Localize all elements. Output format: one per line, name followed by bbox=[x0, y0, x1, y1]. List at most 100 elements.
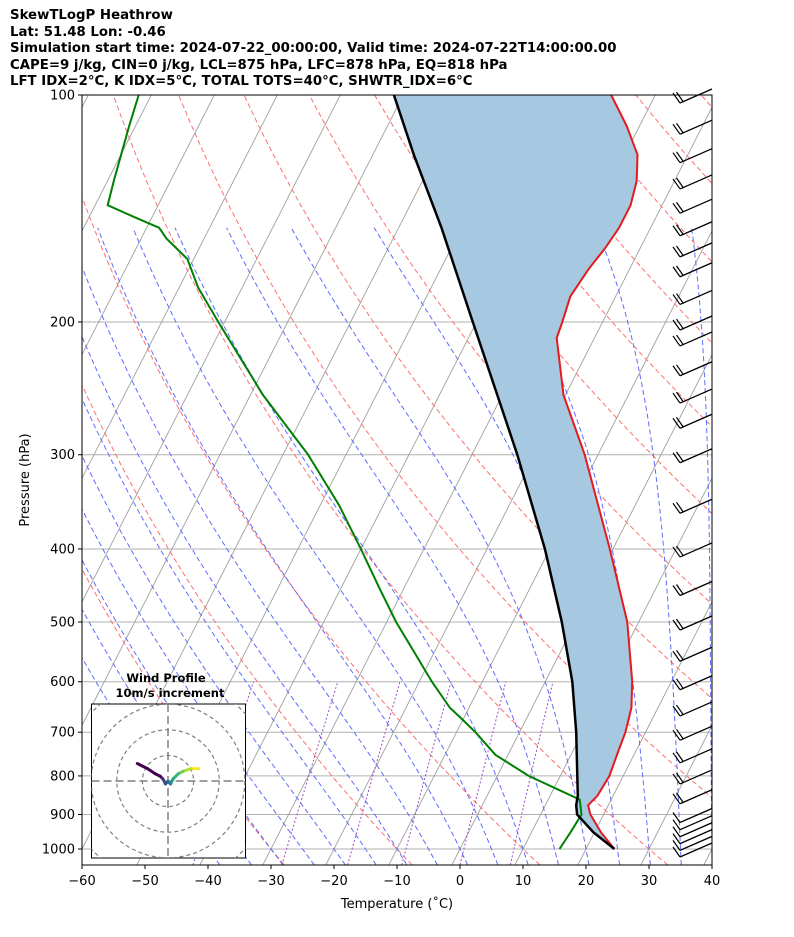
wind-barb bbox=[672, 221, 713, 237]
isotherm bbox=[577, 600, 712, 865]
wind-barb-flag bbox=[676, 545, 684, 557]
moist-adiabat bbox=[82, 265, 438, 865]
wind-barb-staff bbox=[679, 829, 713, 845]
wind-barb bbox=[672, 498, 713, 514]
wind-barb-flag bbox=[672, 365, 681, 377]
wind-barb-flag bbox=[672, 840, 681, 851]
stability-indices-2: LFT IDX=2°C, K IDX=5°C, TOTAL TOTS=40°C,… bbox=[10, 74, 473, 90]
isotherm bbox=[82, 95, 341, 603]
wind-barb-staff bbox=[679, 148, 713, 164]
wind-barb bbox=[672, 262, 713, 278]
wind-barb-flag bbox=[676, 618, 684, 630]
wind-barbs bbox=[672, 88, 713, 858]
dry-adiabat bbox=[439, 95, 712, 428]
y-tick-label: 200 bbox=[50, 315, 75, 330]
wind-barb-flag bbox=[676, 334, 684, 346]
wind-barb-flag bbox=[672, 502, 681, 514]
wind-barb bbox=[672, 829, 713, 845]
x-tick-label: 30 bbox=[641, 874, 658, 889]
wind-barb-staff bbox=[679, 331, 713, 347]
wind-barb-flag bbox=[672, 619, 681, 631]
wind-barb bbox=[672, 701, 713, 717]
x-tick-label: −10 bbox=[383, 874, 410, 889]
y-axis-label: Pressure (hPa) bbox=[18, 433, 33, 526]
wind-barb-staff bbox=[679, 198, 713, 214]
wind-barb-staff bbox=[679, 615, 713, 631]
wind-barb-staff bbox=[679, 815, 713, 831]
wind-barb-flag bbox=[676, 224, 684, 236]
wind-barb-flag bbox=[676, 151, 684, 163]
x-tick-label: −40 bbox=[194, 874, 221, 889]
wind-barb-flag bbox=[672, 294, 681, 305]
wind-barb-flag bbox=[676, 772, 684, 784]
axes: −60 −50 −40 −30 −20 −10 0 10 20 30 40 100 200 300 400 5… bbox=[42, 89, 720, 890]
moist-adiabat bbox=[132, 227, 499, 865]
wind-barb-flag bbox=[672, 833, 681, 844]
isotherm bbox=[325, 106, 712, 865]
wind-barb-staff bbox=[679, 542, 713, 558]
wind-barb-flag bbox=[672, 585, 681, 596]
mixing-ratio-line bbox=[509, 681, 554, 865]
wind-barb-staff bbox=[679, 388, 713, 404]
wind-barb-staff bbox=[679, 413, 713, 429]
moist-adiabat bbox=[97, 227, 469, 865]
wind-barb-flag bbox=[676, 417, 684, 428]
dry-adiabat bbox=[374, 95, 712, 515]
wind-barb bbox=[672, 615, 713, 631]
y-tick-label: 400 bbox=[50, 542, 75, 557]
isotherm bbox=[82, 95, 89, 109]
wind-barb-flag bbox=[672, 335, 681, 347]
wind-barb bbox=[672, 289, 713, 306]
y-tick-label: 600 bbox=[50, 675, 75, 690]
wind-barb-flag bbox=[672, 752, 681, 764]
wind-barb-staff bbox=[679, 315, 713, 331]
hodograph-ring bbox=[91, 704, 246, 858]
chart-header: SkewTLogP Heathrow Lat: 51.48 Lon: -0.46… bbox=[10, 8, 617, 91]
isotherm bbox=[82, 95, 278, 480]
wind-barb-flag bbox=[672, 819, 681, 831]
wind-barb-staff bbox=[679, 675, 713, 691]
wind-barb-flag bbox=[676, 265, 684, 277]
wind-barb-flag bbox=[672, 319, 681, 331]
wind-barb bbox=[672, 822, 713, 838]
dry-adiabat bbox=[112, 95, 668, 865]
wind-barb-staff bbox=[679, 725, 713, 741]
wind-barb bbox=[672, 174, 713, 190]
wind-barb bbox=[672, 835, 713, 851]
station-coordinates: Lat: 51.48 Lon: -0.46 bbox=[10, 24, 166, 40]
wind-barb-flag bbox=[672, 650, 681, 662]
wind-barb-flag bbox=[676, 364, 684, 376]
mixing-ratio-line bbox=[459, 681, 507, 865]
wind-barb-staff bbox=[679, 498, 713, 514]
x-axis-label: Temperature (˚C) bbox=[340, 896, 453, 912]
wind-barb-staff bbox=[679, 842, 713, 858]
moist-adiabat bbox=[82, 508, 315, 865]
wind-barb bbox=[672, 807, 713, 824]
dry-adiabat bbox=[700, 95, 712, 109]
y-tick-label: 100 bbox=[50, 89, 75, 104]
wind-barb-flag bbox=[676, 122, 684, 134]
wind-barb-flag bbox=[676, 293, 684, 304]
wind-barb-staff bbox=[679, 835, 713, 851]
mixing-ratio-line bbox=[281, 681, 339, 865]
isotherm bbox=[703, 848, 712, 865]
wind-barb bbox=[672, 388, 713, 404]
dry-adiabat bbox=[82, 195, 541, 865]
wind-barb-staff bbox=[679, 88, 713, 104]
wind-barb-staff bbox=[679, 807, 713, 824]
wind-barb-staff bbox=[679, 242, 713, 258]
wind-barb-flag bbox=[676, 678, 684, 690]
x-tick-label: −30 bbox=[257, 874, 284, 889]
wind-barb bbox=[672, 119, 713, 135]
wind-barb-staff bbox=[679, 789, 713, 805]
cape-area bbox=[393, 95, 638, 849]
wind-barb bbox=[672, 580, 713, 597]
wind-barb-flag bbox=[676, 177, 684, 189]
y-tick-label: 1000 bbox=[42, 843, 75, 858]
hodograph-subtitle: 10m/s increment bbox=[116, 686, 225, 700]
moist-adiabat bbox=[595, 227, 682, 865]
stability-indices-1: CAPE=9 j/kg, CIN=0 j/kg, LCL=875 hPa, LF… bbox=[10, 57, 508, 73]
moist-adiabat bbox=[82, 397, 377, 865]
chart-title: SkewTLogP Heathrow bbox=[10, 8, 173, 23]
